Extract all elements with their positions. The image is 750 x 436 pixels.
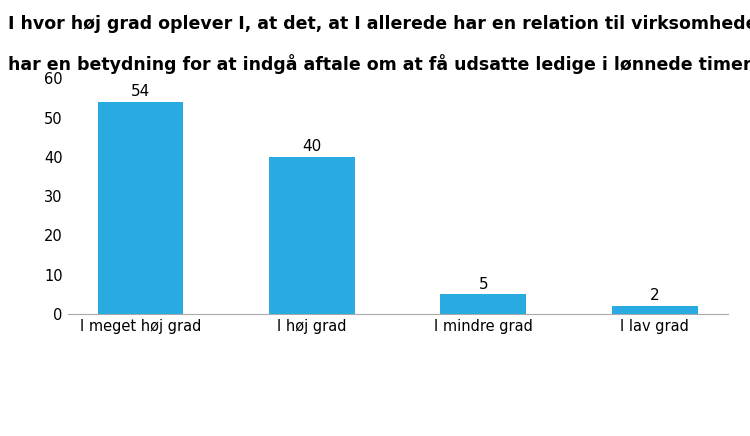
Bar <box>98 102 183 314</box>
Text: I hvor høj grad oplever I, at det, at I allerede har en relation til virksomhede: I hvor høj grad oplever I, at det, at I … <box>8 15 750 33</box>
Text: 54: 54 <box>130 84 150 99</box>
Bar <box>269 157 355 314</box>
Text: 5: 5 <box>478 276 488 292</box>
Text: 2: 2 <box>650 288 659 303</box>
Text: 40: 40 <box>302 139 322 154</box>
Text: har en betydning for at indgå aftale om at få udsatte ledige i lønnede timer? (%: har en betydning for at indgå aftale om … <box>8 54 750 75</box>
Bar <box>440 294 526 314</box>
Bar <box>612 306 698 314</box>
